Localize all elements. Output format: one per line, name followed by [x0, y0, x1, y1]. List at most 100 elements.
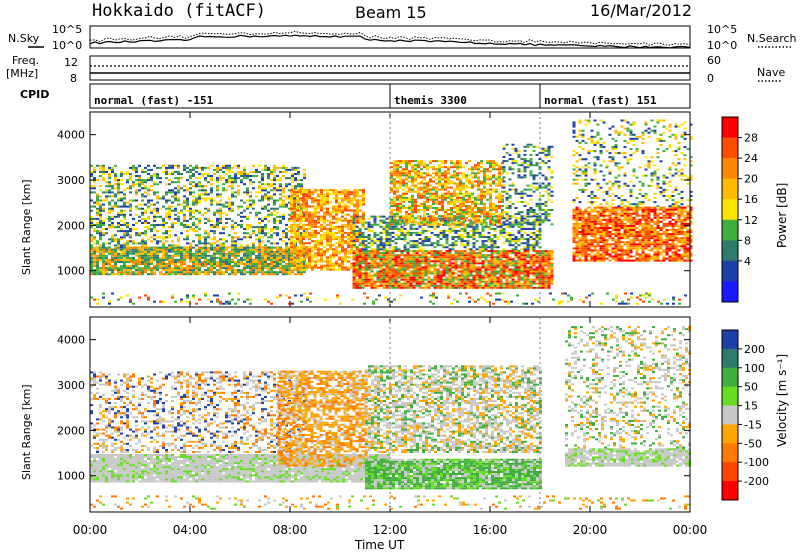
power-cell — [216, 271, 219, 274]
power-cell — [261, 250, 264, 253]
power-cell — [165, 273, 168, 276]
power-cell — [168, 217, 171, 220]
power-cell — [204, 189, 207, 192]
power-cell — [90, 164, 93, 167]
power-cell — [311, 223, 314, 226]
power-cell — [379, 264, 383, 267]
power-cell — [358, 252, 362, 255]
power-cell — [430, 254, 434, 257]
power-cell — [326, 266, 329, 269]
power-cell — [222, 187, 225, 190]
power-cell — [261, 258, 264, 261]
power-cell — [475, 270, 479, 273]
power-cell — [299, 260, 302, 263]
power-cell — [314, 254, 317, 257]
power-cell — [273, 265, 276, 268]
power-cell — [390, 190, 393, 193]
power-cell — [96, 256, 99, 259]
power-cell — [347, 225, 350, 228]
power-cell — [129, 175, 132, 177]
power-cell — [165, 267, 168, 270]
power-cell — [255, 226, 258, 229]
power-cell — [451, 256, 455, 259]
power-cell — [213, 258, 216, 261]
power-cell — [411, 207, 414, 209]
power-cell — [270, 246, 273, 249]
power-cell — [237, 248, 240, 251]
power-cell — [317, 201, 320, 204]
power-cell — [442, 272, 446, 275]
power-cell — [159, 207, 162, 210]
power-cell — [108, 242, 111, 245]
power-cell — [445, 240, 449, 243]
power-cell — [141, 261, 144, 263]
power-cell — [362, 193, 365, 196]
power-cell — [165, 173, 168, 175]
power-cell — [358, 236, 362, 238]
power-cell — [207, 263, 210, 265]
power-cell — [469, 266, 473, 269]
power-cell — [222, 250, 225, 253]
power-cell — [463, 266, 467, 269]
freq-top-label: 12 — [64, 56, 78, 69]
power-cell — [341, 225, 344, 228]
power-cell — [326, 201, 329, 204]
power-cell — [102, 271, 105, 274]
power-cell — [117, 181, 120, 184]
power-cell — [550, 282, 554, 285]
power-cell — [204, 197, 207, 200]
power-cell — [279, 267, 282, 270]
power-cell — [290, 238, 293, 241]
power-cell — [323, 250, 326, 253]
power-cell — [210, 254, 213, 257]
power-cell — [165, 183, 168, 186]
power-cell — [156, 166, 159, 169]
power-cell — [261, 207, 264, 210]
power-cell — [511, 234, 515, 236]
power-cell — [505, 234, 509, 236]
power-cell — [379, 221, 383, 224]
power-cell — [505, 286, 509, 289]
power-cell — [219, 232, 222, 235]
power-cell — [493, 262, 497, 265]
power-cell — [258, 267, 261, 270]
power-cell — [415, 266, 419, 269]
power-cell — [186, 246, 189, 249]
power-cell — [332, 225, 335, 228]
power-cell — [108, 201, 111, 204]
power-cell — [141, 207, 144, 210]
power-cell — [460, 240, 464, 243]
power-cell — [439, 244, 443, 247]
power-cell — [323, 199, 326, 202]
power-cell — [320, 219, 323, 222]
power-cell — [108, 183, 111, 186]
power-cell — [141, 244, 144, 247]
power-cell — [332, 207, 335, 210]
power-cell — [463, 268, 467, 271]
power-cell — [409, 284, 413, 287]
power-cell — [207, 217, 210, 220]
power-cell — [411, 215, 414, 218]
power-cell — [108, 175, 111, 177]
power-cell — [394, 286, 398, 289]
power-cell — [216, 166, 219, 169]
power-cell — [400, 225, 404, 228]
power-cell — [493, 270, 497, 273]
power-cell — [264, 197, 267, 200]
power-cell — [393, 223, 396, 226]
power-cell — [326, 248, 329, 251]
power-cell — [335, 209, 338, 212]
power-cell — [296, 199, 299, 202]
power-cell — [144, 195, 147, 198]
power-cell — [99, 164, 102, 167]
power-cell — [541, 254, 545, 257]
power-cell — [493, 286, 497, 289]
power-cell — [424, 270, 428, 273]
power-cell — [526, 238, 530, 241]
power-cell — [433, 274, 437, 277]
power-cell — [231, 250, 234, 253]
power-cell — [370, 286, 374, 289]
power-cell — [390, 200, 393, 203]
power-cell — [126, 246, 129, 249]
power-cell — [162, 242, 165, 245]
